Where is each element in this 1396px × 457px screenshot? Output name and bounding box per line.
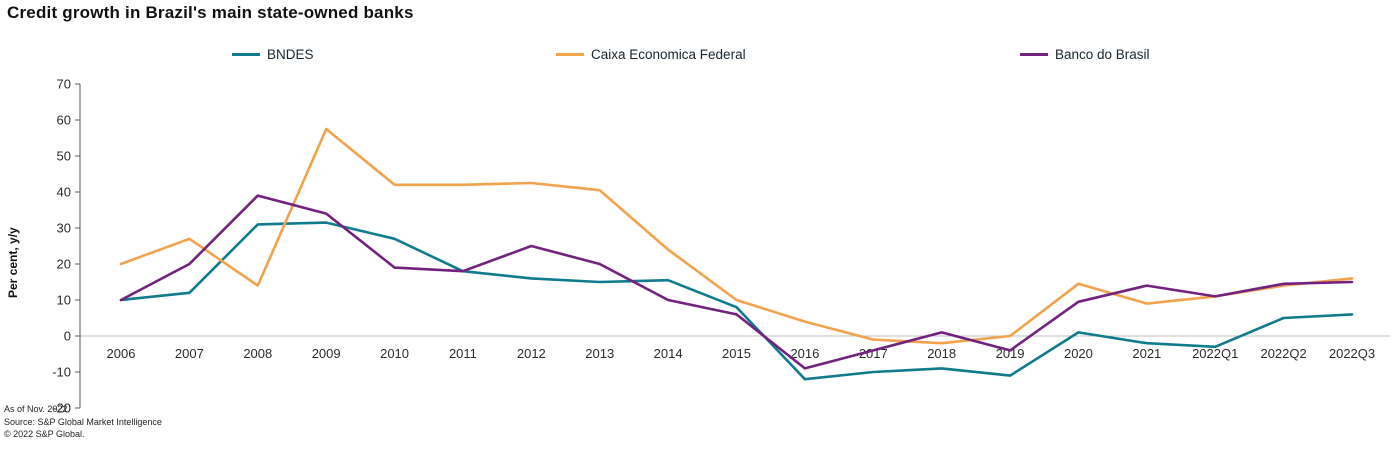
- x-axis-label: 2013: [585, 346, 614, 361]
- legend-line-swatch-caixa: [556, 52, 584, 56]
- y-axis-tick-label: -20: [52, 401, 71, 416]
- x-axis-label: 2007: [175, 346, 204, 361]
- line-chart: -20 -10 0 10 20 30 40 50 60 70 2006 2007 2008 2009 201…: [52, 77, 1390, 416]
- x-axis-label: 2022Q1: [1192, 346, 1238, 361]
- y-axis-tick-label: 0: [64, 329, 71, 344]
- chart-plot-area: -20 -10 0 10 20 30 40 50 60 70 2006 2007 2008 2009 201…: [0, 70, 1396, 432]
- x-axis-label: 2022Q3: [1329, 346, 1375, 361]
- footnote-copyright: © 2022 S&P Global.: [4, 429, 85, 439]
- x-axis-label: 2009: [312, 346, 341, 361]
- legend-label-banco-do-brasil: Banco do Brasil: [1055, 46, 1150, 62]
- legend-label-caixa: Caixa Economica Federal: [591, 46, 746, 62]
- x-axis-label: 2015: [722, 346, 751, 361]
- y-axis-tick-label: 50: [57, 149, 71, 164]
- legend-item-bndes: BNDES: [232, 44, 314, 64]
- footnote-as-of: As of Nov. 2022.: [4, 404, 70, 414]
- legend-line-swatch-bndes: [232, 52, 260, 56]
- x-axis-label: 2021: [1132, 346, 1161, 361]
- series-line-caixa-economica-federal: [119, 127, 1354, 345]
- y-axis-tick-label: -10: [52, 365, 71, 380]
- x-axis-label: 2006: [107, 346, 136, 361]
- y-axis-tick-label: 70: [57, 77, 71, 92]
- x-axis-label: 2011: [449, 346, 477, 361]
- chart-title: Credit growth in Brazil's main state-own…: [7, 3, 414, 22]
- x-axis-label: 2010: [380, 346, 409, 361]
- y-axis-tick-label: 20: [57, 257, 71, 272]
- y-axis-tick-label: 30: [57, 221, 71, 236]
- x-axis-label: 2020: [1064, 346, 1093, 361]
- chart-footnotes: As of Nov. 2022. Source: S&P Global Mark…: [4, 403, 162, 441]
- series-line-bndes: [119, 221, 1354, 381]
- legend-item-caixa: Caixa Economica Federal: [556, 44, 746, 64]
- y-axis-tick-label: 10: [57, 293, 71, 308]
- x-axis-label: 2014: [654, 346, 683, 361]
- x-axis-label: 2008: [243, 346, 272, 361]
- legend-label-bndes: BNDES: [267, 46, 314, 62]
- x-axis-label: 2016: [790, 346, 819, 361]
- chart-legend: BNDES Caixa Economica Federal Banco do B…: [0, 44, 1396, 66]
- legend-line-swatch-banco-do-brasil: [1020, 52, 1048, 56]
- x-axis-label: 2018: [927, 346, 956, 361]
- legend-item-banco-do-brasil: Banco do Brasil: [1020, 44, 1150, 64]
- x-axis-label: 2012: [517, 346, 546, 361]
- y-axis-tick-label: 60: [57, 113, 71, 128]
- y-axis-tick-label: 40: [57, 185, 71, 200]
- x-axis-label: 2022Q2: [1260, 346, 1306, 361]
- footnote-source: Source: S&P Global Market Intelligence: [4, 416, 162, 427]
- series-line-banco-do-brasil: [119, 194, 1354, 370]
